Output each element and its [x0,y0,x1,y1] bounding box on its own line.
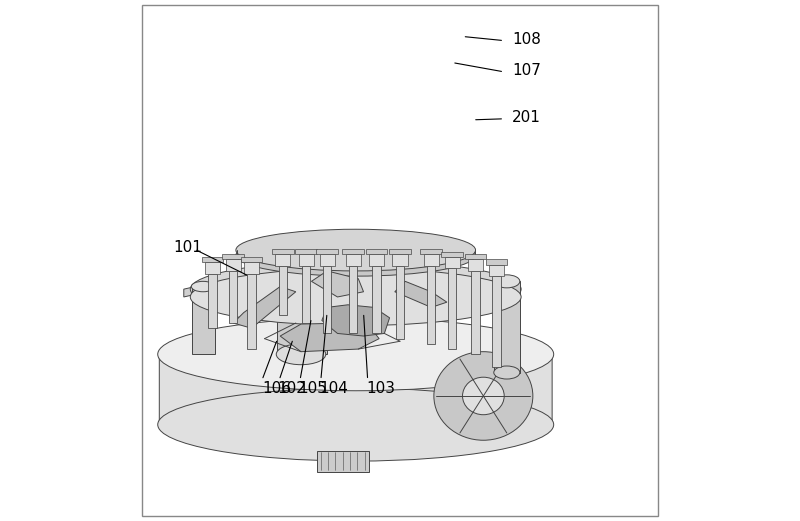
Polygon shape [448,268,456,349]
Polygon shape [302,266,310,323]
Polygon shape [278,266,287,315]
Polygon shape [319,254,334,266]
Polygon shape [427,266,435,344]
Polygon shape [316,249,338,254]
Ellipse shape [434,352,533,440]
Polygon shape [208,274,217,328]
Polygon shape [202,257,223,262]
Polygon shape [323,266,331,333]
Ellipse shape [158,318,554,391]
Polygon shape [489,265,504,276]
Ellipse shape [190,260,521,318]
Polygon shape [322,305,390,336]
Polygon shape [159,318,552,461]
Polygon shape [471,271,480,354]
Polygon shape [465,254,486,259]
Polygon shape [394,281,447,307]
Text: 101: 101 [174,240,202,255]
Text: 107: 107 [512,63,541,78]
Ellipse shape [462,377,504,415]
Polygon shape [205,262,220,274]
Polygon shape [295,249,317,254]
Polygon shape [445,257,460,268]
Polygon shape [396,266,404,339]
Polygon shape [241,257,262,262]
Polygon shape [226,259,241,271]
Bar [192,287,215,354]
Text: 102: 102 [278,381,306,395]
Text: 201: 201 [512,110,541,125]
Polygon shape [222,254,244,259]
Polygon shape [372,266,381,333]
Polygon shape [280,323,379,352]
Text: 105: 105 [298,381,327,395]
Polygon shape [229,271,238,323]
Polygon shape [468,259,483,271]
Polygon shape [442,252,463,257]
Text: 106: 106 [262,381,291,395]
Polygon shape [272,249,294,254]
Ellipse shape [494,366,520,379]
Ellipse shape [158,388,554,461]
Polygon shape [389,249,411,254]
Ellipse shape [190,268,521,326]
Bar [494,281,520,373]
Text: 103: 103 [366,381,395,395]
Polygon shape [349,266,358,333]
Polygon shape [486,259,507,265]
Polygon shape [369,254,384,266]
Ellipse shape [276,234,326,255]
Polygon shape [342,249,364,254]
Polygon shape [492,276,501,367]
Polygon shape [247,274,256,349]
Polygon shape [298,254,314,266]
Polygon shape [421,249,442,254]
Bar [317,451,369,472]
Ellipse shape [236,234,475,276]
Polygon shape [424,254,438,266]
Polygon shape [275,254,290,266]
Polygon shape [366,249,387,254]
Ellipse shape [494,275,520,288]
Text: 104: 104 [319,381,348,395]
Polygon shape [184,250,514,297]
Ellipse shape [276,344,326,365]
Polygon shape [311,271,363,297]
Bar [277,245,326,354]
Polygon shape [234,287,296,328]
Text: 108: 108 [512,32,541,46]
Polygon shape [244,262,259,274]
Ellipse shape [236,229,475,271]
Ellipse shape [191,281,214,292]
Polygon shape [346,254,361,266]
Polygon shape [393,254,407,266]
